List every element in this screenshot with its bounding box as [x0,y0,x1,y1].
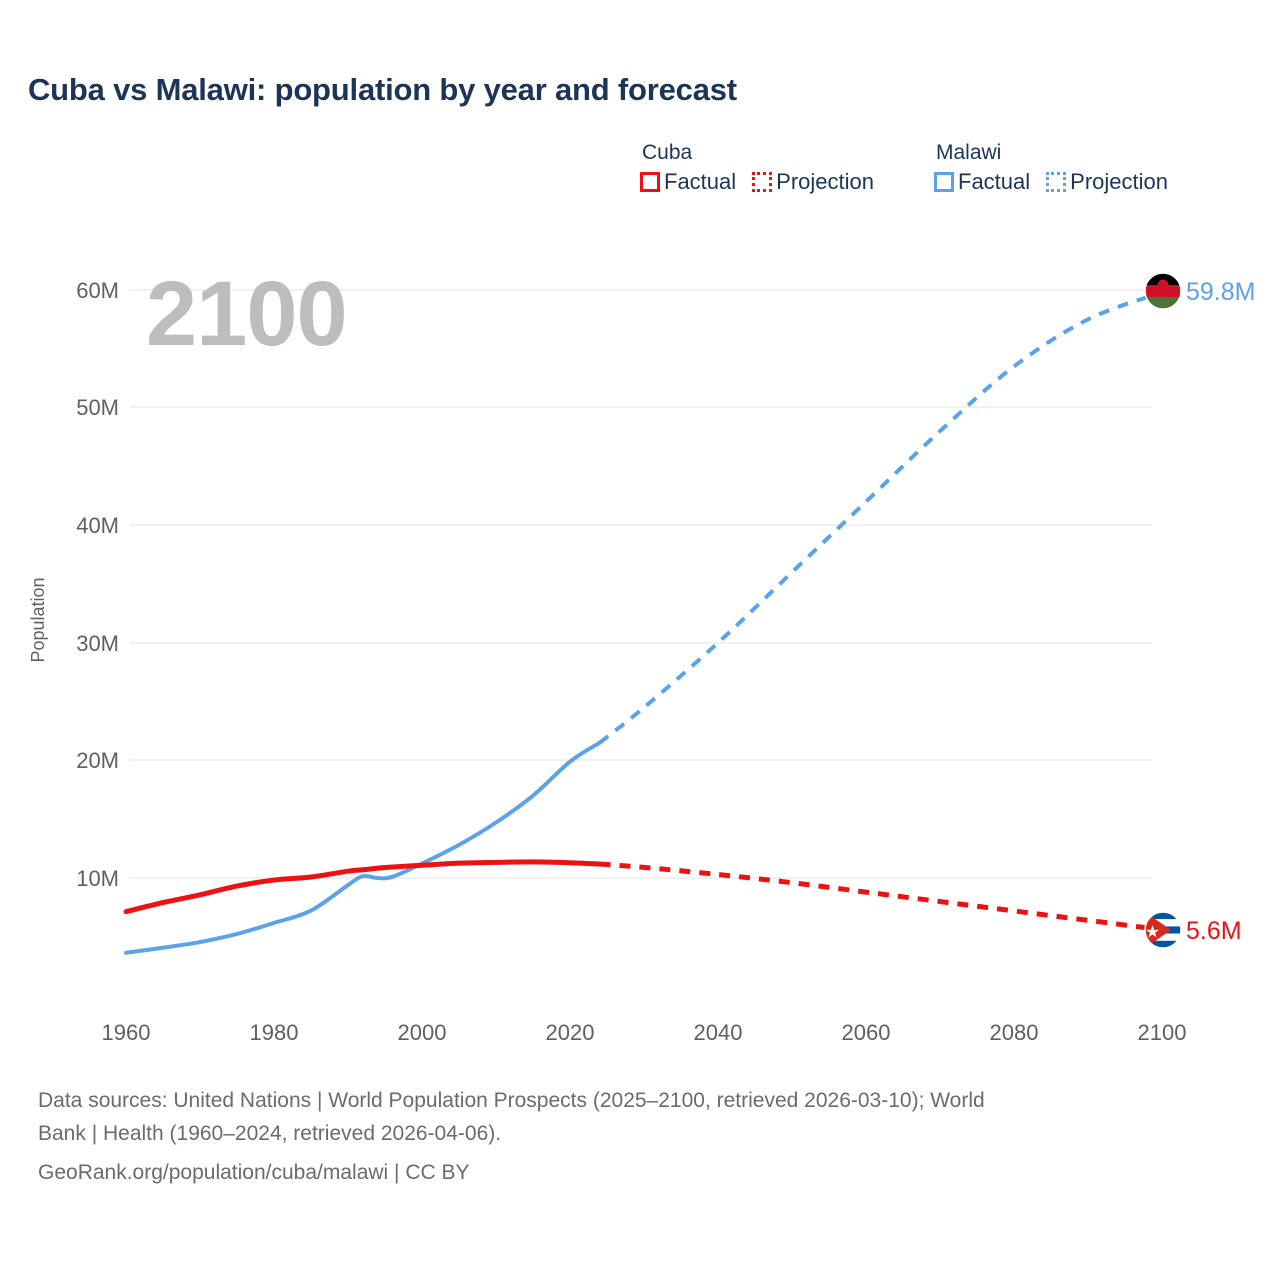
endpoint-marker-cuba [1144,911,1182,949]
x-tick-2080: 2080 [990,1020,1039,1045]
x-tick-1980: 1980 [250,1020,299,1045]
chart-plot-area: 2100 60M 50M 40M 30M 20M 10M [28,263,1255,1045]
legend-group-title-cuba: Cuba [642,141,693,164]
y-axis-tick-labels: 60M 50M 40M 30M 20M 10M [76,278,119,891]
endpoint-value-malawi: 59.8M [1186,278,1255,306]
series-line-malawi-factual [124,740,602,955]
legend-label-cuba-factual: Factual [664,169,737,194]
legend-item-cuba-projection[interactable]: Projection [752,171,874,193]
legend-item-malawi-factual[interactable]: Factual [934,171,1030,193]
y-tick-10m: 10M [76,866,119,891]
legend-item-malawi-projection[interactable]: Projection [1046,171,1168,193]
footer-attribution: GeoRank.org/population/cuba/malawi | CC … [38,1161,470,1185]
footer-sources: Data sources: United Nations | World Pop… [38,1085,1248,1190]
legend-group-title-malawi: Malawi [936,141,1002,164]
chart-series-layer [123,290,1163,955]
chart-svg: 60M 50M 40M 30M 20M 10M Population 1960 … [28,272,1255,1045]
y-axis-title: Population [28,577,48,662]
series-line-cuba-factual [123,859,603,915]
x-tick-2000: 2000 [398,1020,447,1045]
cuba-flag-icon [1144,911,1182,949]
legend-label-cuba-projection: Projection [776,169,874,194]
legend-group-cuba: Cuba Factual Projection [640,142,874,193]
chart-legend: Cuba Factual Projection Malawi Factual P… [640,142,1168,193]
y-tick-50m: 50M [76,395,119,420]
legend-item-cuba-factual[interactable]: Factual [640,171,736,193]
legend-items-malawi: Factual Projection [934,171,1168,193]
x-tick-2060: 2060 [842,1020,891,1045]
footer-sources-line-1: Data sources: United Nations | World Pop… [38,1089,985,1112]
malawi-flag-icon [1144,272,1182,310]
footer-sources-line-2: Bank | Health (1960–2024, retrieved 2026… [38,1121,502,1145]
endpoint-marker-malawi [1144,272,1182,310]
legend-label-malawi-factual: Factual [958,169,1031,194]
x-axis-tick-labels: 1960 1980 2000 2020 2040 2060 2080 2100 [102,1020,1187,1045]
y-tick-20m: 20M [76,748,119,773]
legend-swatch-dotted-icon [1046,172,1067,192]
x-tick-2100: 2100 [1138,1020,1187,1045]
x-tick-2020: 2020 [546,1020,595,1045]
legend-group-malawi: Malawi Factual Projection [934,142,1168,193]
series-line-malawi-projection [598,290,1163,745]
legend-swatch-solid-icon [934,172,954,192]
y-tick-40m: 40M [76,513,119,538]
legend-swatch-dotted-icon [752,172,773,192]
x-tick-2040: 2040 [694,1020,743,1045]
series-line-cuba-projection [599,861,1163,933]
x-tick-1960: 1960 [102,1020,151,1045]
watermark-year: 2100 [146,263,348,365]
y-tick-30m: 30M [76,631,119,656]
legend-items-cuba: Factual Projection [640,171,874,193]
endpoint-value-cuba: 5.6M [1186,917,1242,945]
legend-swatch-solid-icon [640,172,660,192]
y-tick-60m: 60M [76,278,119,303]
page-title: Cuba vs Malawi: population by year and f… [28,72,737,107]
legend-label-malawi-projection: Projection [1070,169,1168,194]
